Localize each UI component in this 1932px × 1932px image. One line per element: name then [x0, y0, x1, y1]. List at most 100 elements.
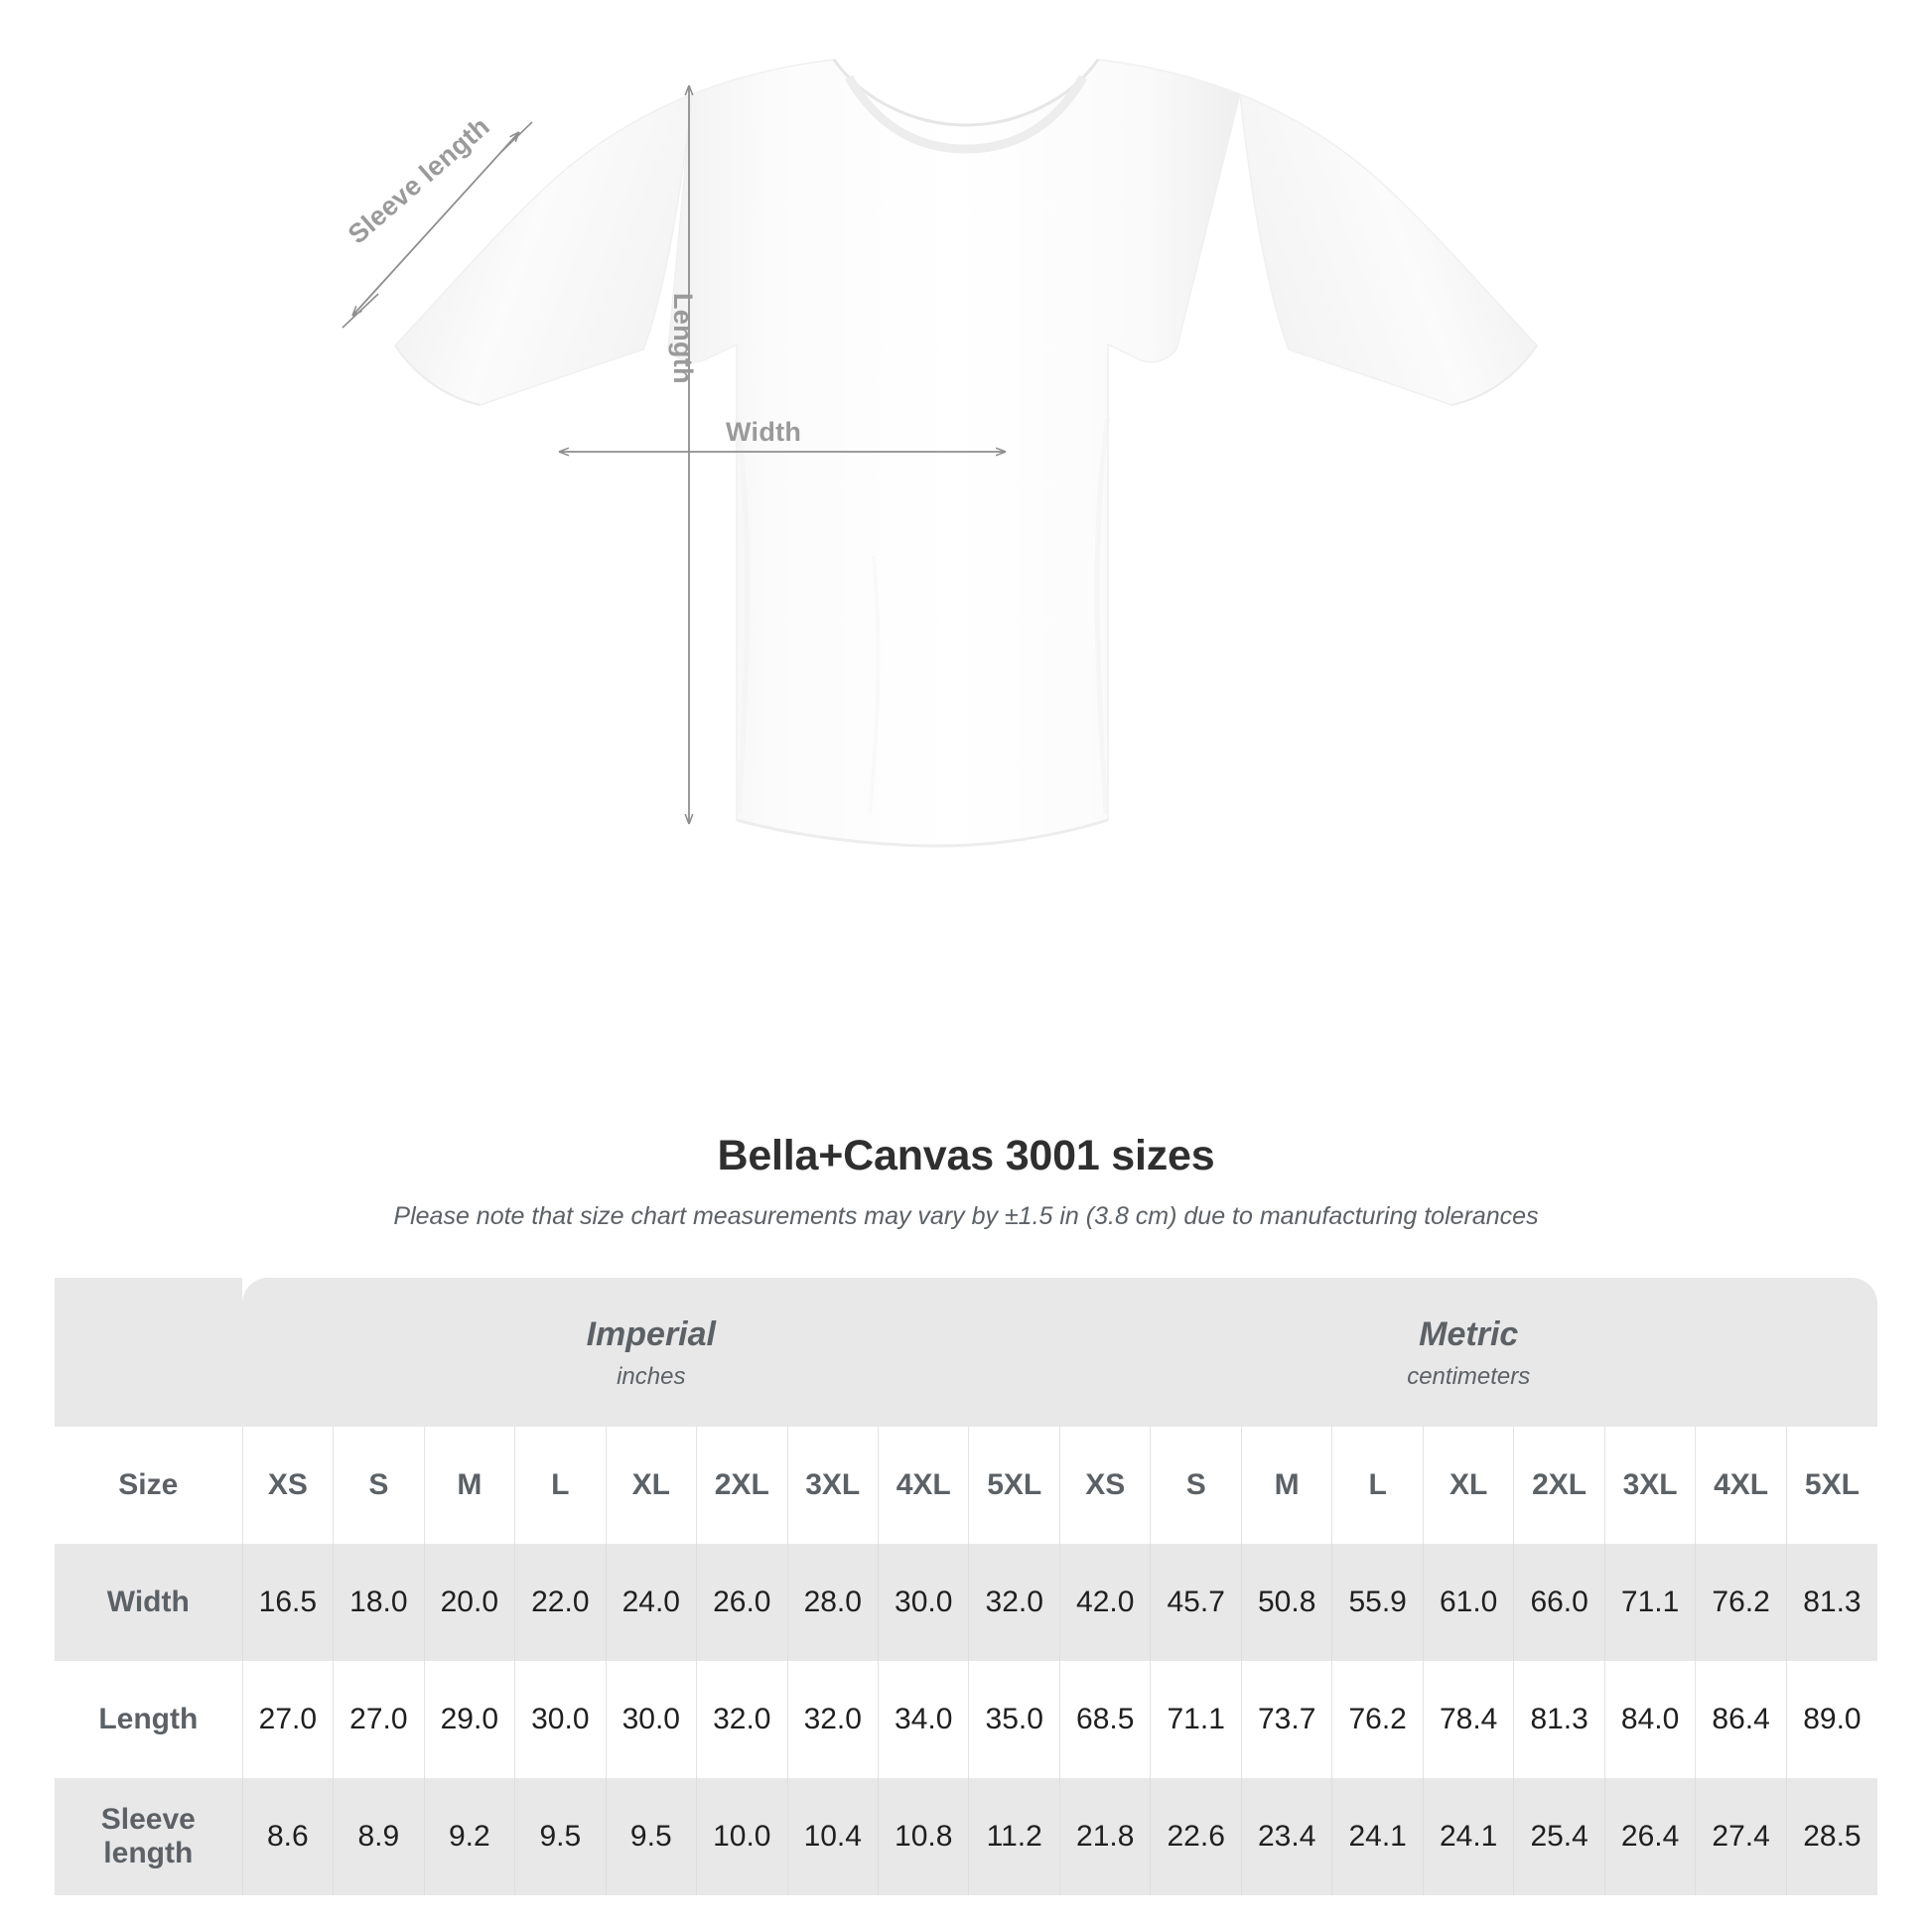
measurement-cell: 76.2: [1695, 1544, 1787, 1661]
measurement-cell: 30.0: [514, 1661, 607, 1778]
size-table-wrapper: Imperial inches Metric centimeters Size …: [55, 1278, 1877, 1895]
size-header-cell: 5XL: [968, 1427, 1060, 1544]
measurement-cell: 27.0: [241, 1661, 334, 1778]
measurement-cell: 26.4: [1603, 1778, 1696, 1895]
size-header-cell: S: [333, 1427, 425, 1544]
measurement-cell: 20.0: [423, 1544, 515, 1661]
measurement-cell: 32.0: [786, 1661, 879, 1778]
measurement-cell: 84.0: [1603, 1661, 1696, 1778]
tshirt-left-sleeve: [394, 92, 693, 406]
tolerance-note: Please note that size chart measurements…: [393, 1202, 1539, 1230]
size-header-cell: 2XL: [1513, 1427, 1605, 1544]
measurement-cell: 8.9: [333, 1778, 425, 1895]
tshirt-illustration: Sleeve length Length Width: [342, 59, 1538, 848]
size-header-cell: M: [1240, 1427, 1332, 1544]
measurement-cell: 10.0: [696, 1778, 788, 1895]
measurement-cell: 45.7: [1150, 1544, 1242, 1661]
unit-group-metric: Metric centimeters: [1059, 1278, 1877, 1427]
sleeve-length-dimension-arrow: [342, 121, 533, 329]
unit-group-imperial-name: Imperial: [586, 1314, 716, 1353]
measurement-cell: 27.0: [333, 1661, 425, 1778]
measurement-cell: 18.0: [333, 1544, 425, 1661]
measurement-cell: 55.9: [1331, 1544, 1424, 1661]
measurement-cell: 61.0: [1422, 1544, 1514, 1661]
unit-group-row: Imperial inches Metric centimeters: [55, 1278, 1877, 1427]
size-header-cell: 3XL: [786, 1427, 879, 1544]
measurement-cell: 26.0: [696, 1544, 788, 1661]
measurement-cell: 30.0: [605, 1661, 697, 1778]
size-header-cell: XS: [241, 1427, 334, 1544]
size-header-label: Size: [55, 1427, 243, 1544]
measurement-cell: 34.0: [877, 1661, 969, 1778]
page-title: Bella+Canvas 3001 sizes: [717, 1132, 1215, 1179]
tshirt-hem: [736, 818, 1109, 848]
length-label: Length: [668, 293, 698, 384]
size-header-row: Size XS S M L XL 2XL 3XL 4XL 5XL XS S M L XL 2XL 3XL 4XL…: [55, 1427, 1877, 1544]
measurement-cell: 11.2: [968, 1778, 1060, 1895]
tshirt-diagram-svg: [342, 59, 1538, 848]
measurement-cell: 73.7: [1240, 1661, 1332, 1778]
chart-heading-block: Bella+Canvas 3001 sizes Please note that…: [0, 1132, 1932, 1231]
table-row: Length 27.0 27.0 29.0 30.0 30.0 32.0 32.0 34.0 35…: [55, 1661, 1877, 1778]
unit-group-imperial: Imperial inches: [242, 1278, 1060, 1427]
size-header-cell: XS: [1058, 1427, 1151, 1544]
measurement-cell: 71.1: [1150, 1661, 1242, 1778]
measurement-cell: 30.0: [877, 1544, 969, 1661]
size-header-cell: XL: [1422, 1427, 1514, 1544]
measurement-cell: 81.3: [1513, 1661, 1605, 1778]
size-header-cell: L: [514, 1427, 607, 1544]
size-header-cell: 2XL: [696, 1427, 788, 1544]
measurement-cell: 10.4: [786, 1778, 879, 1895]
tshirt-collar: [832, 59, 1100, 154]
unit-group-metric-name: Metric: [1419, 1314, 1519, 1353]
measurement-cell: 25.4: [1513, 1778, 1605, 1895]
tshirt-body-shape: [667, 59, 1241, 847]
row-label: Width: [55, 1544, 243, 1661]
measurement-cell: 81.3: [1785, 1544, 1877, 1661]
measurement-cell: 9.2: [423, 1778, 515, 1895]
measurement-cell: 71.1: [1603, 1544, 1696, 1661]
size-header-cell: L: [1331, 1427, 1424, 1544]
measurement-cell: 16.5: [241, 1544, 334, 1661]
size-header-cell: 3XL: [1603, 1427, 1696, 1544]
measurement-cell: 68.5: [1058, 1661, 1151, 1778]
size-header-cell: S: [1150, 1427, 1242, 1544]
measurement-cell: 28.5: [1785, 1778, 1877, 1895]
measurement-cell: 24.0: [605, 1544, 697, 1661]
row-label: Length: [55, 1661, 243, 1778]
measurement-cell: 76.2: [1331, 1661, 1424, 1778]
measurement-cell: 32.0: [968, 1544, 1060, 1661]
measurement-cell: 78.4: [1422, 1661, 1514, 1778]
unit-spacer-cell: [55, 1278, 243, 1427]
measurement-cell: 21.8: [1058, 1778, 1151, 1895]
measurement-cell: 24.1: [1331, 1778, 1424, 1895]
table-row: Sleeve length 8.6 8.9 9.2 9.5 9.5 10.0 10.4 10.8…: [55, 1778, 1877, 1895]
size-header-cell: 4XL: [1695, 1427, 1787, 1544]
size-chart-table: Imperial inches Metric centimeters Size …: [55, 1278, 1877, 1895]
measurement-cell: 42.0: [1058, 1544, 1151, 1661]
measurement-cell: 29.0: [423, 1661, 515, 1778]
width-label: Width: [726, 417, 802, 447]
table-row: Width 16.5 18.0 20.0 22.0 24.0 26.0 28.0 30.0 32.…: [55, 1544, 1877, 1661]
measurement-cell: 10.8: [877, 1778, 969, 1895]
measurement-cell: 27.4: [1695, 1778, 1787, 1895]
unit-group-metric-sub: centimeters: [1407, 1363, 1531, 1391]
unit-group-imperial-sub: inches: [617, 1363, 686, 1391]
measurement-cell: 89.0: [1785, 1661, 1877, 1778]
measurement-cell: 24.1: [1422, 1778, 1514, 1895]
measurement-cell: 8.6: [241, 1778, 334, 1895]
size-header-cell: M: [423, 1427, 515, 1544]
fabric-folds: [734, 416, 1111, 815]
measurement-cell: 66.0: [1513, 1544, 1605, 1661]
measurement-cell: 9.5: [514, 1778, 607, 1895]
measurement-cell: 50.8: [1240, 1544, 1332, 1661]
measurement-cell: 23.4: [1240, 1778, 1332, 1895]
tshirt-right-sleeve: [1239, 92, 1538, 406]
size-header-cell: XL: [605, 1427, 697, 1544]
measurement-cell: 9.5: [605, 1778, 697, 1895]
row-label: Sleeve length: [55, 1778, 243, 1895]
measurement-cell: 22.6: [1150, 1778, 1242, 1895]
size-header-cell: 5XL: [1785, 1427, 1877, 1544]
measurement-cell: 22.0: [514, 1544, 607, 1661]
